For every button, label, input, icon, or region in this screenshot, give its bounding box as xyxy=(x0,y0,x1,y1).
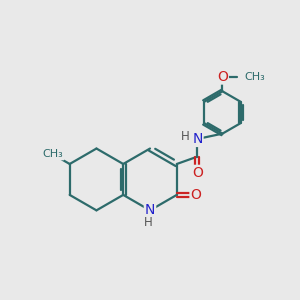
Text: N: N xyxy=(192,132,203,146)
Text: O: O xyxy=(192,166,203,180)
Text: CH₃: CH₃ xyxy=(43,149,64,159)
Text: O: O xyxy=(217,70,228,83)
Text: H: H xyxy=(181,130,190,143)
Text: N: N xyxy=(145,203,155,218)
Text: CH₃: CH₃ xyxy=(244,71,265,82)
Text: O: O xyxy=(190,188,201,202)
Text: H: H xyxy=(144,216,153,229)
